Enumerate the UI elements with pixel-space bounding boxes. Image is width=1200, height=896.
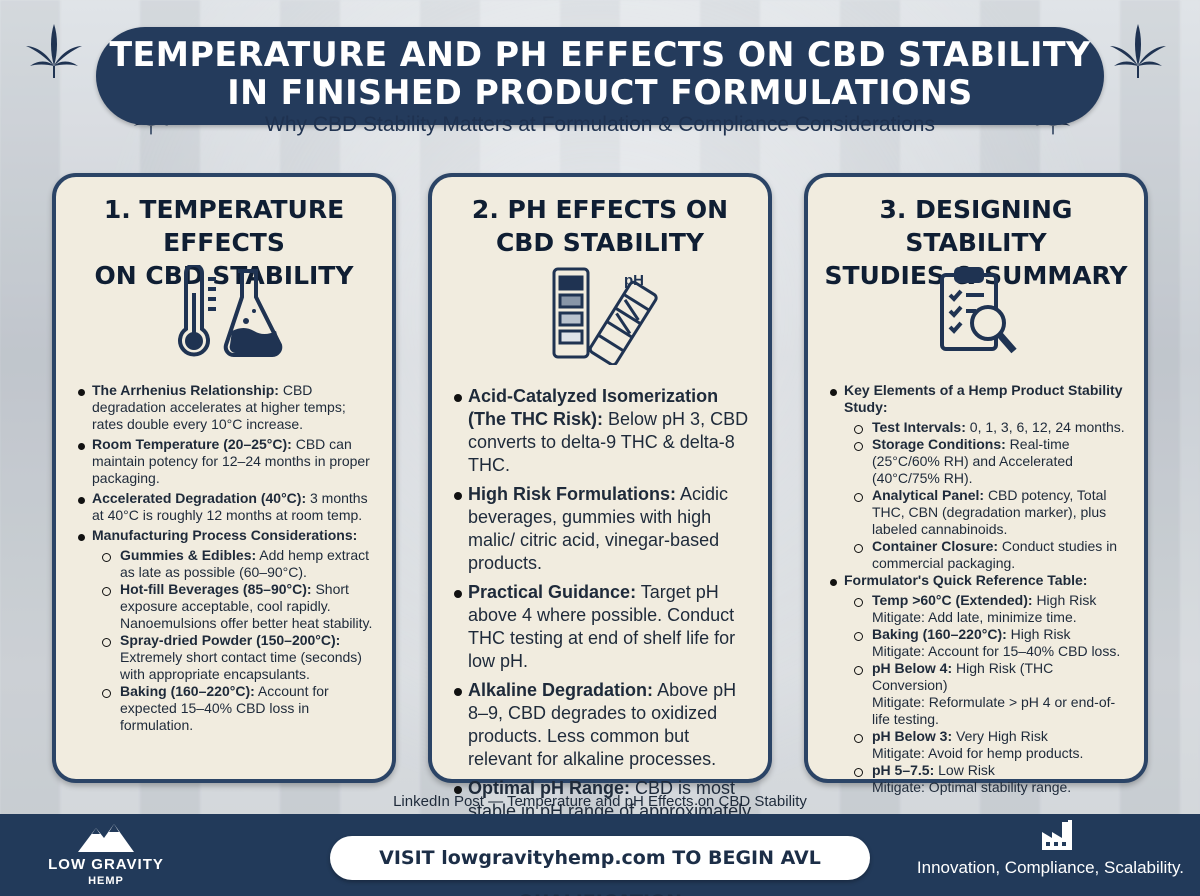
ph-card: 2. PH EFFECTS ON CBD STABILITY pH Acid-C… [428, 173, 772, 844]
card-title-line-1: 2. PH EFFECTS ON [471, 195, 729, 224]
factory-icon [1042, 820, 1072, 850]
list-item: The Arrhenius Relationship: CBD degradat… [76, 382, 376, 433]
sub-list-item: Baking (160–220°C): Account for expected… [76, 683, 376, 734]
sub-list-item: Spray-dried Powder (150–200°C): Extremel… [76, 632, 376, 683]
card-title-line-1: 3. DESIGNING STABILITY [879, 195, 1073, 257]
page-title: TEMPERATURE AND PH EFFECTS ON CBD STABIL… [106, 36, 1094, 112]
list-item: Formulator's Quick Reference Table: [828, 572, 1128, 589]
card-title-line-1: 1. TEMPERATURE EFFECTS [103, 195, 345, 257]
card-title-line-2: CBD STABILITY [495, 228, 705, 257]
ph-color-chart-icon: pH [432, 265, 768, 375]
sub-list-item: Storage Conditions: Real-time (25°C/60% … [828, 436, 1128, 487]
sub-list-item: pH Below 4: High Risk (THC Conversion) Mi… [828, 660, 1128, 728]
list-item: Accelerated Degradation (40°C): 3 months… [76, 490, 376, 524]
card-title: 2. PH EFFECTS ON CBD STABILITY [432, 193, 768, 259]
caption: LinkedIn Post — Temperature and pH Effec… [393, 793, 807, 810]
list-item: Manufacturing Process Considerations: [76, 527, 376, 544]
list-item: Acid-Catalyzed Isomerization (The THC Ri… [452, 385, 752, 477]
list-item: High Risk Formulations: Acidic beverages… [452, 483, 752, 575]
clipboard-magnifier-icon [808, 265, 1144, 375]
temperature-list: The Arrhenius Relationship: CBD degradat… [76, 382, 376, 734]
list-item: Practical Guidance: Target pH above 4 wh… [452, 581, 752, 673]
sub-list-item: Analytical Panel: CBD potency, Total THC… [828, 487, 1128, 538]
sub-list-item: Gummies & Edibles: Add hemp extract as l… [76, 547, 376, 581]
card-title: 1. TEMPERATURE EFFECTS ON CBD STABILITY [56, 193, 392, 292]
cannabis-leaf-icon [1110, 24, 1166, 78]
logo-sub: HEMP [88, 875, 124, 887]
title-banner [96, 27, 1104, 125]
logo-name: LOW GRAVITY [48, 856, 164, 873]
sub-list-item: Test Intervals: 0, 1, 3, 6, 12, 24 month… [828, 419, 1128, 436]
list-item: Room Temperature (20–25°C): CBD can main… [76, 436, 376, 487]
sub-list-item: Baking (160–220°C): High Risk Mitigate: A… [828, 626, 1128, 660]
stability-list: Key Elements of a Hemp Product Stability… [828, 382, 1128, 796]
thermometer-flask-icon [56, 265, 392, 375]
title-line-2: IN FINISHED PRODUCT FORMULATIONS [227, 73, 973, 113]
ph-label: pH [624, 272, 644, 289]
ph-list: Acid-Catalyzed Isomerization (The THC Ri… [452, 385, 752, 852]
stability-study-card: 3. DESIGNING STABILITY STUDIES & SUMMARY… [804, 173, 1148, 795]
visit-website-button[interactable]: VISIT lowgravityhemp.com TO BEGIN AVL QU… [330, 836, 870, 896]
sub-list-item: pH Below 3: Very High Risk Mitigate: Avoi… [828, 728, 1128, 762]
card-title-line-2: ON CBD STABILITY [94, 261, 354, 290]
title-line-1: TEMPERATURE AND PH EFFECTS ON CBD STABIL… [109, 35, 1091, 75]
list-item: Alkaline Degradation: Above pH 8–9, CBD … [452, 679, 752, 771]
temperature-card: 1. TEMPERATURE EFFECTS ON CBD STABILITY … [52, 173, 396, 783]
mountain-logo-icon [78, 824, 134, 852]
sub-list-item: Hot-fill Beverages (85–90°C): Short expo… [76, 581, 376, 632]
sub-list-item: pH 5–7.5: Low Risk Mitigate: Optimal stab… [828, 762, 1128, 796]
sub-list-item: Container Closure: Conduct studies in co… [828, 538, 1128, 572]
cannabis-leaf-icon [26, 24, 82, 78]
list-item: Key Elements of a Hemp Product Stability… [828, 382, 1128, 416]
page-subtitle: Why CBD Stability Matters at Formulation… [265, 113, 935, 136]
sub-list-item: Temp >60°C (Extended): High Risk Mitigate… [828, 592, 1128, 626]
tagline: Innovation, Compliance, Scalability. [916, 858, 1184, 877]
